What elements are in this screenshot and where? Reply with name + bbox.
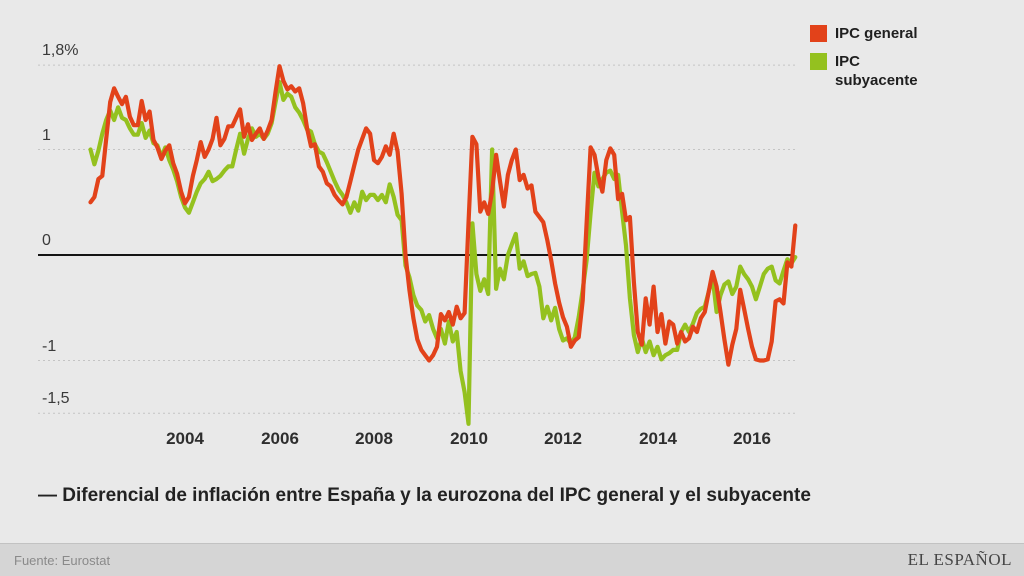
series-line-ipc-subyacente [88, 79, 798, 426]
y-axis-tick-label: 0 [42, 232, 51, 249]
x-axis-tick-label: 2004 [166, 429, 204, 448]
chart-area: 1,8% 1 0 -1 -1,5 2004 2006 2008 2010 2012 2014 2016… [38, 24, 930, 448]
source-note: Fuente: Eurostat [14, 552, 111, 568]
title-row: — Diferencial de inflación entre España … [38, 484, 998, 508]
x-axis-tick-label: 2012 [544, 429, 582, 448]
y-axis-tick-label: -1,5 [42, 390, 70, 408]
chart-legend: IPC general IPC subyacente [810, 24, 930, 99]
legend-swatch-ipc-subyacente [810, 53, 827, 70]
x-axis-tick-label: 2008 [355, 429, 393, 448]
brand-logo: EL ESPAÑOL [907, 550, 1012, 569]
y-axis-tick-label: 1 [42, 126, 51, 144]
series-line-ipc-general [88, 64, 798, 367]
legend-swatch-ipc-general [810, 25, 827, 42]
y-axis-tick-label: 1,8% [42, 42, 79, 60]
legend-item-ipc-general: IPC general [810, 24, 930, 43]
chart-title: — Diferencial de inflación entre España … [38, 485, 811, 506]
x-axis-tick-label: 2016 [733, 429, 771, 448]
y-axis-tick-label: -1 [42, 337, 57, 355]
x-axis-tick-label: 2014 [639, 429, 677, 448]
legend-item-ipc-subyacente: IPC subyacente [810, 52, 930, 90]
legend-label-ipc-subyacente: IPC subyacente [835, 53, 918, 89]
line-chart [38, 64, 798, 426]
x-axis-tick-label: 2010 [450, 429, 488, 448]
footer-bar: Fuente: Eurostat EL ESPAÑOL [0, 543, 1024, 576]
legend-label-ipc-general: IPC general [835, 25, 918, 42]
x-axis-tick-label: 2006 [261, 429, 299, 448]
